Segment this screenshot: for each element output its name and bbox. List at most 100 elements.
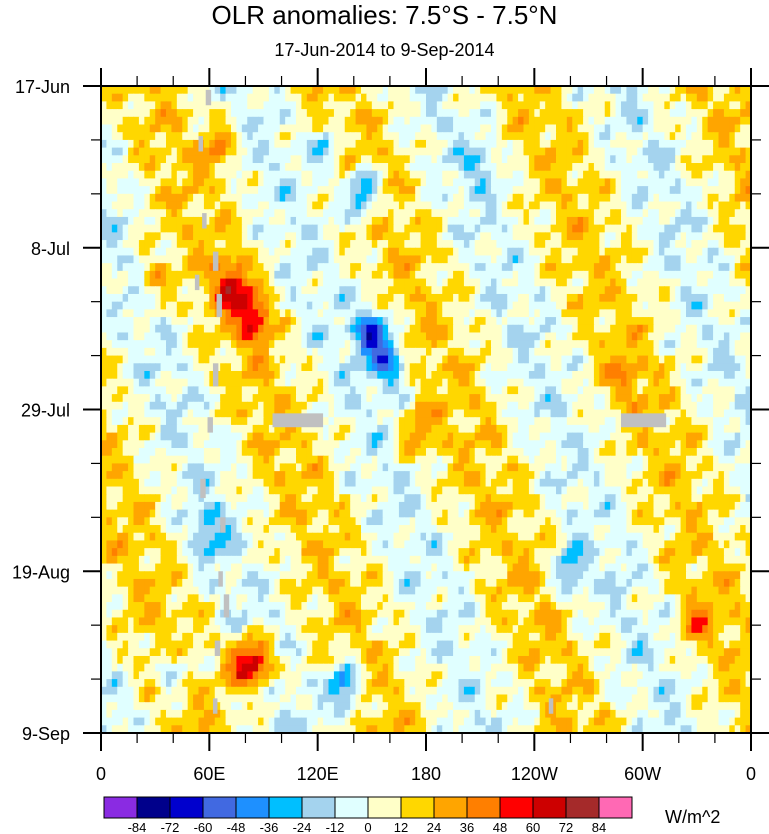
field-cell [398,401,405,411]
field-cell [111,317,118,326]
field-cell [290,216,297,226]
field-cell [171,178,178,187]
field-cell [117,86,124,95]
field-cell [398,370,405,380]
field-cell [323,386,330,395]
field-cell [534,378,541,387]
field-cell [539,370,546,380]
field-cell [231,247,238,257]
field-cell [469,255,476,264]
field-cell [631,255,638,264]
field-cell [409,216,416,226]
field-cell [740,209,747,218]
field-cell [312,263,319,272]
field-cell [388,263,395,272]
field-cell [187,116,194,126]
field-cell [539,193,546,203]
field-cell [604,178,611,187]
field-cell [734,363,741,372]
field-cell [686,132,693,141]
field-cell [344,170,351,180]
field-cell [447,193,454,203]
field-cell [258,193,265,203]
field-cell [296,340,303,349]
field-cell [631,332,638,341]
field-cell [285,293,292,303]
field-cell [474,386,481,395]
field-cell [518,247,525,257]
field-cell [458,116,465,126]
field-cell [252,317,259,326]
field-cell [686,86,693,95]
field-cell [453,309,460,318]
field-cell [296,347,303,357]
field-cell [193,147,200,156]
field-cell [648,301,655,310]
field-cell [377,170,384,180]
field-cell [604,293,611,303]
field-cell [675,324,682,334]
field-cell [588,286,595,295]
field-cell [669,116,676,126]
field-cell [653,178,660,187]
field-cell [149,270,156,280]
field-cell [740,101,747,110]
field-cell [426,317,433,326]
field-cell [209,155,216,164]
field-cell [593,101,600,110]
field-cell [361,255,368,264]
field-cell [344,201,351,210]
field-cell [333,317,340,326]
field-cell [691,324,698,334]
field-cell [409,116,416,126]
field-cell [225,363,232,372]
field-cell [225,232,232,241]
field-cell [593,394,600,403]
field-cell [556,255,563,264]
field-cell [323,186,330,195]
field-cell [453,255,460,264]
field-cell [404,370,411,380]
field-cell [669,340,676,349]
field-cell [361,93,368,102]
field-cell [350,263,357,272]
field-cell [723,293,730,303]
field-cell [507,394,514,403]
field-cell [366,332,373,341]
field-cell [723,247,730,257]
field-cell [686,363,693,372]
field-cell [176,163,183,172]
field-cell [648,109,655,118]
field-cell [528,324,535,334]
field-cell [166,340,173,349]
field-cell [528,255,535,264]
field-cell [539,286,546,295]
field-cell [203,139,210,149]
field-cell [193,332,200,341]
field-cell [144,86,151,95]
field-cell [241,155,248,164]
field-cell [653,132,660,141]
field-cell [106,293,113,303]
field-cell [485,232,492,241]
field-cell [507,332,514,341]
field-cell [323,378,330,387]
field-cell [409,163,416,172]
field-cell [599,332,606,341]
field-cell [458,386,465,395]
field-cell [388,147,395,156]
field-cell [160,132,167,141]
field-cell [426,309,433,318]
field-cell [268,270,275,280]
field-cell [144,147,151,156]
field-cell [686,332,693,341]
field-cell [263,86,270,95]
field-cell [496,132,503,141]
field-cell [491,370,498,380]
field-cell [745,270,751,280]
field-cell [426,201,433,210]
field-cell [534,309,541,318]
field-cell [491,363,498,372]
field-cell [388,124,395,133]
field-cell [296,332,303,341]
